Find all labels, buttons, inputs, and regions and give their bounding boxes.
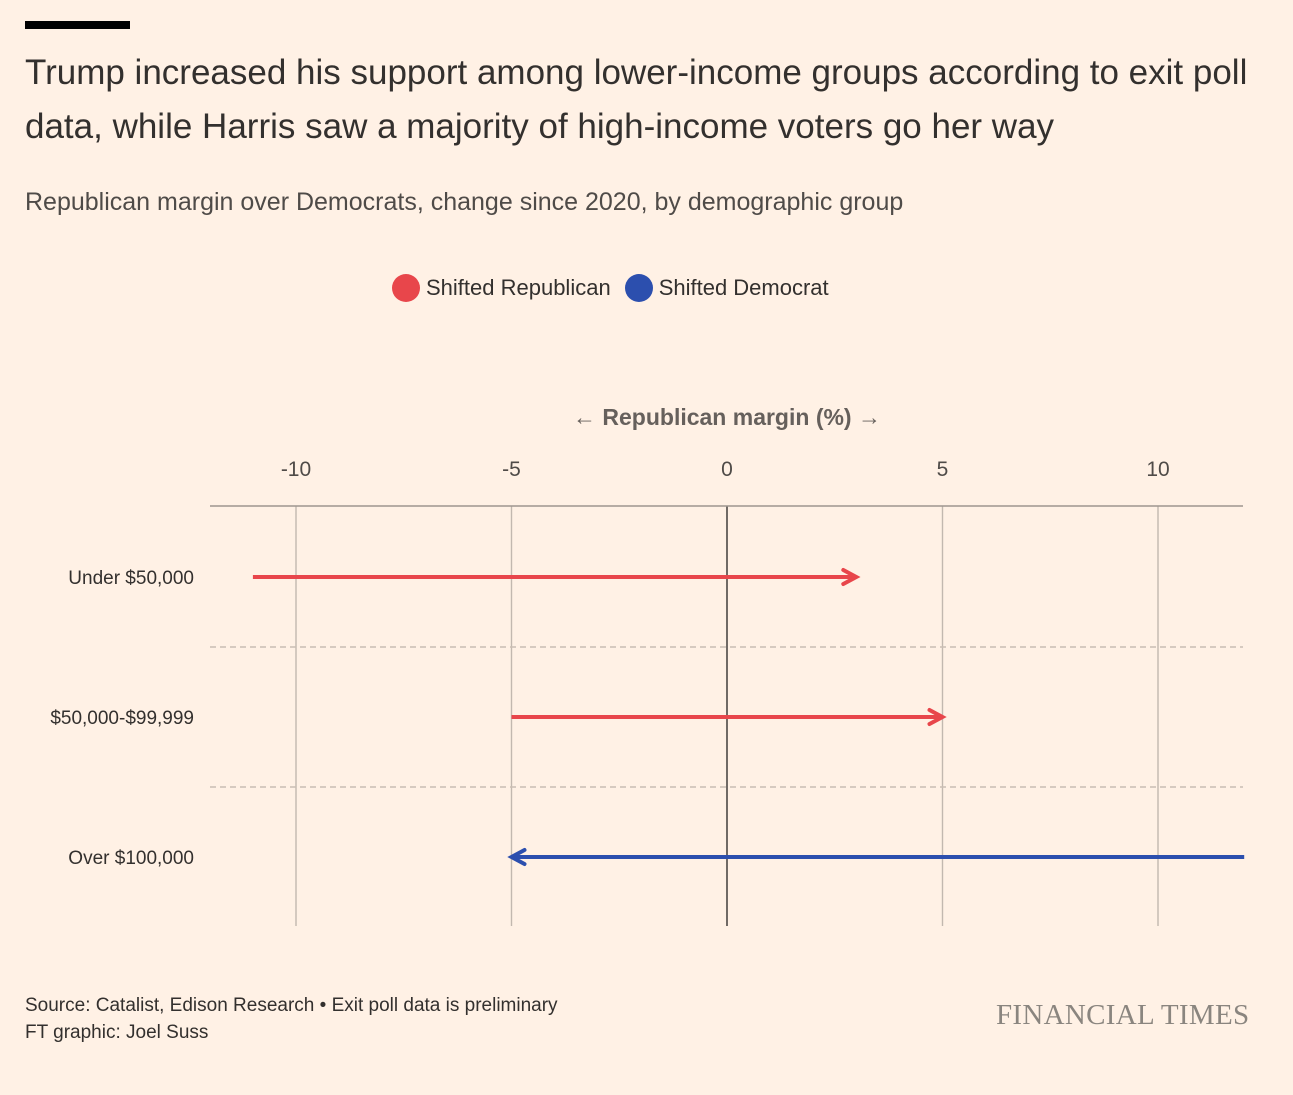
x-tick-label: 5 <box>937 458 949 481</box>
arrow-head <box>841 568 861 586</box>
arrow-head <box>927 708 947 726</box>
x-tick-label: -10 <box>281 458 311 481</box>
x-tick-label: 0 <box>721 458 733 481</box>
footer-source: Source: Catalist, Edison Research • Exit… <box>25 992 558 1046</box>
x-tick-label: 10 <box>1146 458 1169 481</box>
category-label: Over $100,000 <box>68 848 194 869</box>
legend-label-democrat: Shifted Democrat <box>658 275 829 300</box>
category-label: Under $50,000 <box>68 568 194 589</box>
legend-item-republican: Shifted Republican <box>392 274 611 302</box>
x-tick-label: -5 <box>502 458 521 481</box>
header-accent-bar <box>25 21 130 29</box>
legend-item-democrat: Shifted Democrat <box>624 274 829 302</box>
chart-subtitle: Republican margin over Democrats, change… <box>25 188 904 216</box>
source-text: Source: Catalist, Edison Research • Exit… <box>25 995 558 1016</box>
x-axis-title: ← Republican margin (%) → <box>573 404 881 430</box>
arrow-head <box>507 848 527 866</box>
legend-label-republican: Shifted Republican <box>426 275 611 300</box>
credit-text: FT graphic: Joel Suss <box>25 1022 209 1043</box>
financial-times-logo: FINANCIAL TIMES <box>996 999 1250 1031</box>
legend-swatch-democrat <box>624 274 653 302</box>
legend-swatch-republican <box>392 274 420 302</box>
category-label: $50,000-$99,999 <box>50 708 194 729</box>
chart-legend: Shifted Republican Shifted Democrat <box>392 274 843 302</box>
chart-title: Trump increased his support among lower-… <box>25 53 1248 146</box>
